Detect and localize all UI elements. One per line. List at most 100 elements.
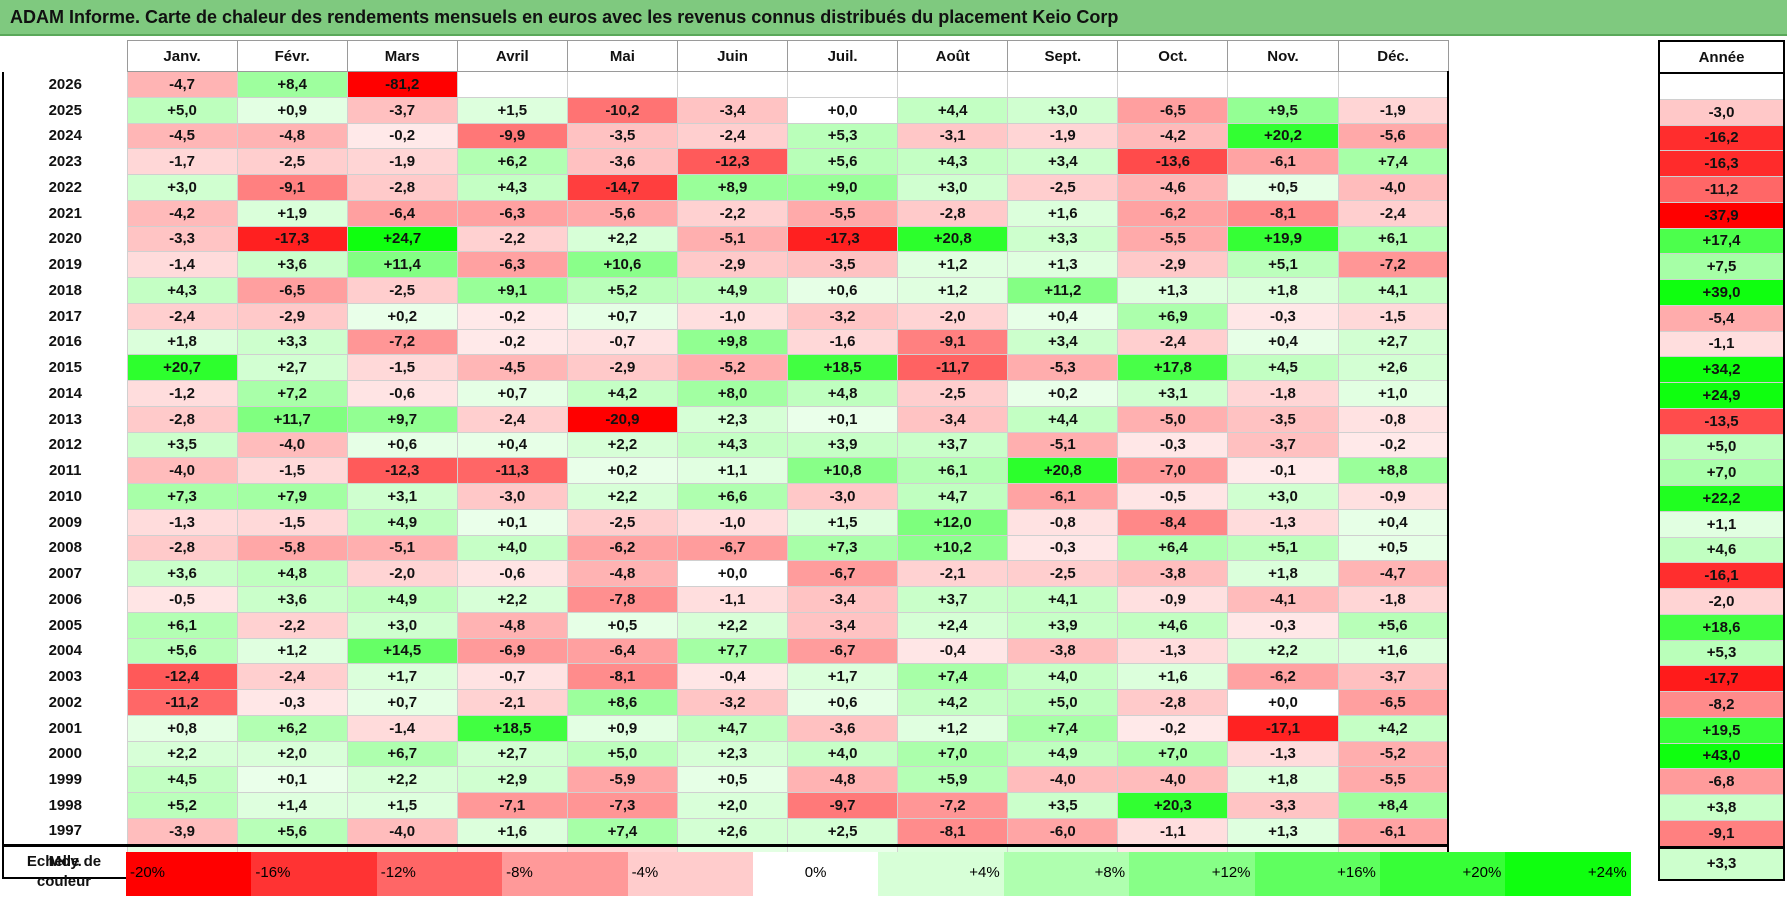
heat-cell: +2,6 [676, 817, 789, 846]
heat-cell: +12,0 [897, 508, 1009, 536]
heat-cell: -6,2 [566, 534, 678, 562]
annual-cell: -2,0 [1658, 588, 1785, 615]
heat-cell: +24,7 [346, 225, 458, 253]
heat-cell: +0,0 [787, 96, 899, 124]
heat-cell: +1,8 [1227, 560, 1339, 587]
heat-cell: +4,4 [1007, 405, 1119, 433]
heat-cell: -20,9 [566, 405, 678, 433]
heat-cell: +1,5 [346, 792, 458, 819]
heat-cell: +3,9 [1007, 611, 1119, 639]
heat-cell: +14,5 [346, 637, 458, 665]
heat-cell: +0,6 [787, 689, 899, 716]
year-row: 2026 -4,7 +8,4 -81,2 [2, 71, 1450, 98]
year-label: 2018 [2, 277, 127, 304]
month-header: Févr. [236, 40, 348, 72]
heat-cell: +1,3 [1007, 251, 1119, 278]
heat-cell: +5,0 [566, 740, 678, 768]
heat-cell: -6,7 [787, 560, 899, 587]
annual-cell: +39,0 [1658, 279, 1785, 306]
heat-cell: -6,5 [1337, 689, 1450, 716]
annual-cell: +4,6 [1658, 537, 1785, 564]
heat-cell: -0,3 [236, 689, 348, 716]
heat-cell: +3,1 [1117, 380, 1229, 407]
heat-cell: -6,3 [456, 251, 568, 278]
heat-cell: -4,2 [1117, 122, 1229, 150]
heat-cell: -4,5 [126, 122, 238, 150]
heat-cell: +6,1 [1337, 225, 1450, 253]
annual-cell: -5,4 [1658, 305, 1785, 332]
heat-cell [566, 71, 678, 98]
heat-cell: -7,1 [456, 792, 568, 819]
heat-cell: -3,3 [126, 225, 238, 253]
heat-cell: +3,1 [346, 483, 458, 510]
year-label: 2006 [2, 586, 127, 613]
year-row: 2013 -2,8 +11,7 +9,7 -2,4 -20,9 +2,3 +0,1 -3,4 +4… [2, 405, 1450, 433]
heat-cell: +0,2 [566, 457, 678, 484]
heat-cell: -2,8 [346, 174, 458, 201]
heat-cell: +0,1 [236, 766, 348, 793]
heat-cell: +1,8 [1227, 277, 1339, 304]
year-row: 2001 +0,8 +6,2 -1,4 +18,5 +0,9 +4,7 -3,6 +1,2 +7,… [2, 714, 1450, 742]
heat-cell: +4,9 [346, 508, 458, 536]
heat-cell: +4,3 [126, 277, 238, 304]
heat-cell: -0,7 [456, 663, 568, 690]
heat-cell: -1,3 [1227, 508, 1339, 536]
heat-cell: -12,4 [126, 663, 238, 690]
heat-cell: -4,0 [126, 457, 238, 484]
heat-cell: -0,4 [897, 637, 1009, 665]
heat-cell: -0,8 [1007, 508, 1119, 536]
heat-cell: +1,8 [126, 328, 238, 356]
heat-cell: +0,5 [566, 611, 678, 639]
heat-cell: +0,7 [566, 302, 678, 330]
heat-cell: +3,3 [236, 328, 348, 356]
heat-cell: +3,7 [897, 586, 1009, 613]
heat-cell: +0,5 [1227, 174, 1339, 201]
heat-cell: +4,9 [1007, 740, 1119, 768]
heat-cell: +5,1 [1227, 534, 1339, 562]
heat-cell: +6,1 [126, 611, 238, 639]
month-header: Août [897, 40, 1009, 72]
year-row: 2011 -4,0 -1,5 -12,3 -11,3 +0,2 +1,1 +10,8 +6,1 +… [2, 457, 1450, 484]
heat-cell: +0,5 [676, 766, 789, 793]
heat-cell: +6,4 [1117, 534, 1229, 562]
heat-cell: -17,3 [236, 225, 348, 253]
heat-cell: -7,2 [346, 328, 458, 356]
heat-cell: +2,2 [566, 225, 678, 253]
heat-cell: -5,1 [1007, 431, 1119, 459]
month-header: Nov. [1227, 40, 1339, 72]
heat-cell: +7,3 [787, 534, 899, 562]
heat-cell: +8,8 [1337, 457, 1450, 484]
heat-cell: +2,0 [676, 792, 789, 819]
heat-cell: +3,0 [897, 174, 1009, 201]
month-header: Janv. [126, 40, 238, 72]
heat-cell: +1,3 [1117, 277, 1229, 304]
heat-cell: +2,2 [346, 766, 458, 793]
heat-cell: -13,6 [1117, 148, 1229, 175]
heat-cell: -6,7 [787, 637, 899, 665]
heat-cell: +18,5 [787, 354, 899, 381]
heat-cell: -2,2 [236, 611, 348, 639]
annual-cell: +19,5 [1658, 717, 1785, 744]
heat-cell: -11,2 [126, 689, 238, 716]
heat-cell: -6,1 [1007, 483, 1119, 510]
heat-cell: -0,2 [346, 122, 458, 150]
average-annual-cell: +3,3 [1658, 845, 1785, 881]
heat-cell: -3,5 [1227, 405, 1339, 433]
scale-swatch-label: -8% [506, 864, 533, 881]
heat-cell: -0,2 [1117, 714, 1229, 742]
heat-cell: +4,0 [1007, 663, 1119, 690]
heat-cell: +0,1 [456, 508, 568, 536]
heat-cell: -1,9 [346, 148, 458, 175]
year-label: 2010 [2, 483, 127, 510]
title-bar: ADAM Informe. Carte de chaleur des rende… [0, 0, 1787, 36]
heat-cell: -6,7 [676, 534, 789, 562]
heat-cell: -4,7 [1337, 560, 1450, 587]
chart-title: ADAM Informe. Carte de chaleur des rende… [10, 7, 1119, 27]
year-label: 2009 [2, 509, 127, 535]
heat-cell: +9,8 [676, 328, 789, 356]
heat-cell: -8,4 [1117, 508, 1229, 536]
year-label: 2014 [2, 380, 127, 407]
heat-cell: -17,1 [1227, 714, 1339, 742]
year-label: 2020 [2, 226, 127, 252]
year-row: 2016 +1,8 +3,3 -7,2 -0,2 -0,7 +9,8 -1,6 -9,1 +3,4… [2, 328, 1450, 356]
